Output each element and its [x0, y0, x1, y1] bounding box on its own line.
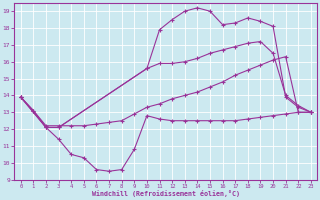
X-axis label: Windchill (Refroidissement éolien,°C): Windchill (Refroidissement éolien,°C)	[92, 190, 240, 197]
